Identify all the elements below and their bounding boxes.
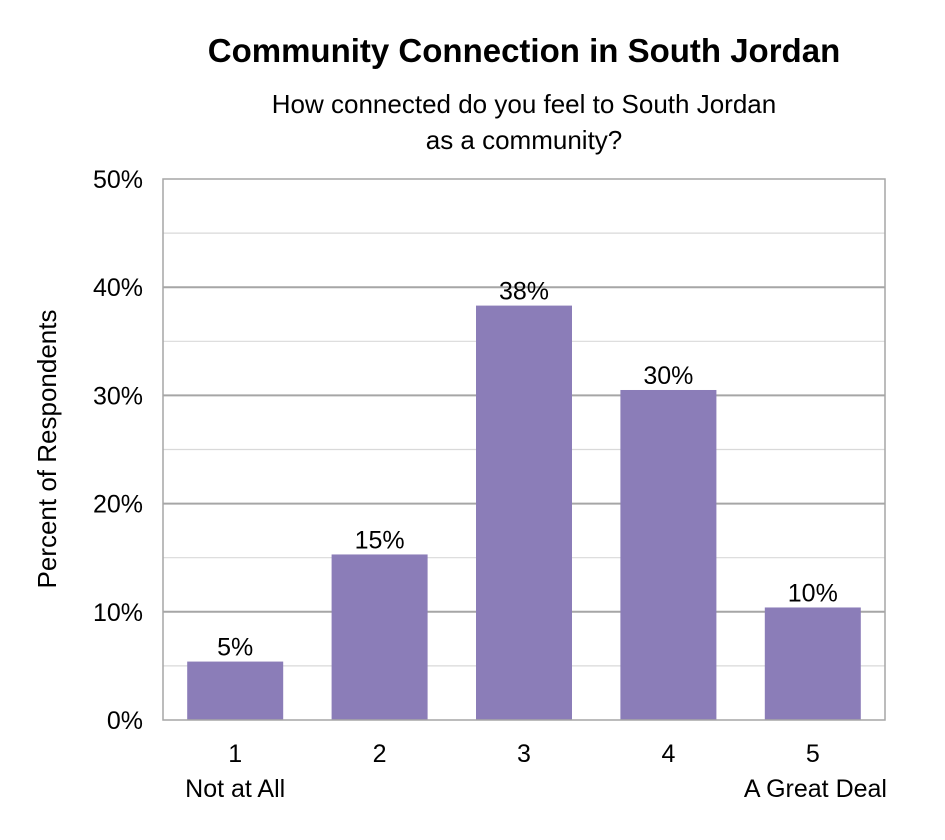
bar [476,305,572,720]
y-axis-ticks: 0% 10% 20% 30% 40% 50% [93,166,143,735]
chart-subtitle-line-2: as a community? [426,125,623,155]
x-tick-label: 4 [661,740,675,768]
bar [187,661,284,720]
bars [187,305,861,720]
data-label: 5% [217,634,253,662]
x-tick-label: 3 [517,740,531,768]
x-tick-sublabel: A Great Deal [744,775,887,803]
x-axis-ticks: 1 Not at All 2 3 4 5 A Great Deal [185,740,887,803]
y-tick-label: 50% [93,166,143,194]
x-tick-sublabel: Not at All [185,775,285,803]
plot-area: 5% 15% 38% 30% 10% [162,178,886,721]
y-tick-label: 10% [93,599,143,627]
bar [620,389,717,720]
bar [331,554,428,720]
chart-subtitle-line-1: How connected do you feel to South Jorda… [272,89,776,119]
y-tick-label: 0% [107,707,143,735]
x-tick-label: 5 [806,740,820,768]
data-label: 15% [355,526,405,554]
data-label: 30% [643,362,693,390]
y-tick-label: 20% [93,491,143,519]
data-label: 38% [499,278,549,306]
y-tick-label: 40% [93,274,143,302]
chart-title: Community Connection in South Jordan [208,32,840,69]
y-axis-title: Percent of Respondents [32,310,62,589]
x-tick-label: 1 [228,740,242,768]
x-tick-label: 2 [373,740,387,768]
data-label: 10% [788,579,838,607]
y-tick-label: 30% [93,382,143,410]
bar [764,607,861,720]
data-labels: 5% 15% 38% 30% 10% [217,278,838,662]
plot-border [162,178,886,721]
